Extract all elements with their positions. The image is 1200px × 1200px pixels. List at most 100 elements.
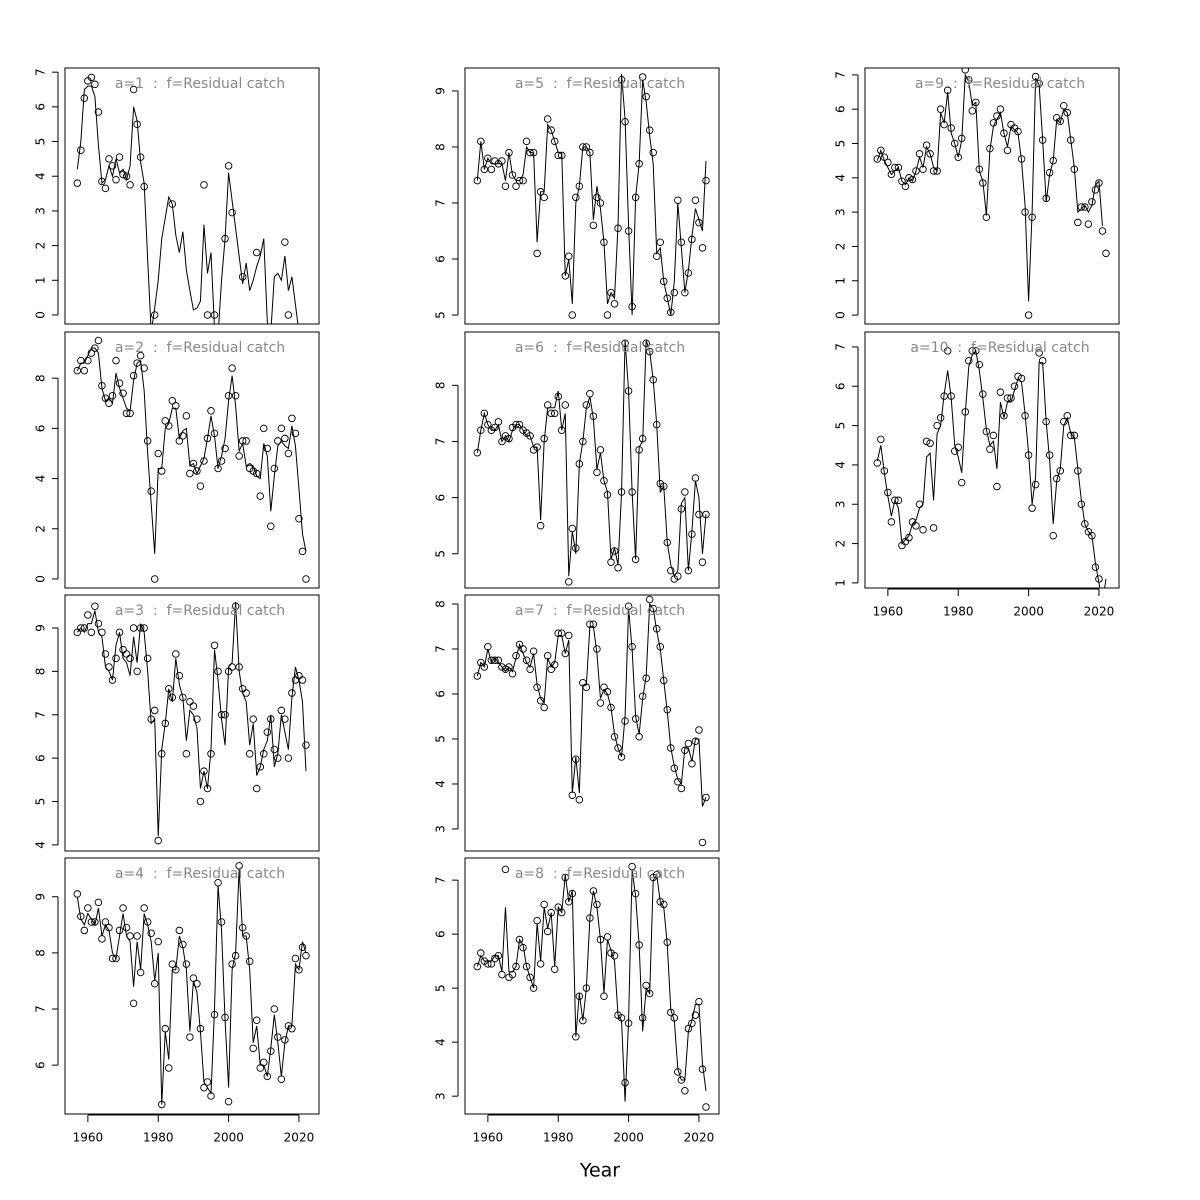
observed-point	[94, 898, 103, 907]
observed-point	[684, 739, 693, 748]
fitted-line	[876, 72, 1103, 302]
plot-area	[73, 601, 310, 845]
y-tick-label: 8	[34, 668, 48, 676]
observed-point	[1081, 203, 1089, 211]
panel: 3 4 5 6 7 8 a=7 : f=Residual catch	[434, 594, 720, 852]
observed-point	[663, 294, 672, 302]
observed-point	[126, 654, 134, 663]
observed-point	[961, 68, 970, 74]
observed-point	[288, 414, 296, 423]
panel: 5 6 7 8 a=6 : f=Residual catch	[434, 331, 720, 589]
panel-title: a=9 : f=Residual catch	[915, 76, 1085, 92]
y-tick-label: 0	[34, 575, 48, 583]
panel-frame	[64, 67, 320, 325]
observed-point	[252, 784, 261, 793]
observed-point	[260, 424, 268, 433]
panel-frame	[864, 331, 1120, 589]
observed-point	[193, 715, 201, 723]
observed-point	[87, 628, 96, 637]
observed-point	[1028, 504, 1036, 512]
x-tick-label: 2020	[284, 1131, 315, 1145]
observed-point	[119, 389, 127, 397]
observed-point	[129, 85, 138, 94]
x-tick-label: 1980	[143, 1131, 174, 1145]
fitted-line	[876, 349, 1107, 588]
y-tick-label: 7	[834, 71, 848, 79]
y-tick-label: 7	[434, 876, 448, 884]
observed-point	[136, 351, 145, 360]
y-tick-label: 8	[434, 143, 448, 151]
observed-point	[252, 248, 261, 257]
observed-point	[161, 417, 170, 425]
observed-point	[508, 171, 517, 179]
panel: 6 7 8 9 1960 1980 2000 2020 a=4 : f=Residual cat…	[34, 857, 320, 1145]
observed-point	[926, 150, 934, 158]
y-tick-label: 7	[834, 343, 848, 351]
observed-point	[1049, 531, 1057, 540]
observed-point	[610, 300, 619, 308]
observed-point	[182, 750, 191, 758]
observed-point	[536, 521, 545, 530]
plot-area	[73, 862, 310, 1109]
x-tick-label: 1960	[473, 1131, 504, 1145]
observed-point	[168, 960, 177, 968]
observed-point	[667, 566, 675, 575]
observed-point	[968, 107, 977, 115]
observed-point	[281, 434, 289, 443]
observed-point	[235, 452, 243, 460]
observed-point	[919, 526, 927, 534]
y-tick-label: 0	[34, 311, 48, 319]
observed-point	[621, 1078, 629, 1087]
observed-point	[154, 937, 162, 946]
panel-frame	[64, 594, 320, 852]
observed-point	[972, 347, 980, 355]
observed-point	[1000, 129, 1008, 137]
observed-point	[101, 650, 110, 658]
observed-point	[242, 437, 250, 445]
observed-point	[228, 364, 236, 372]
observed-point	[954, 153, 962, 161]
y-tick-label: 1	[834, 579, 848, 587]
panel-title: a=10 : f=Residual catch	[910, 340, 1089, 356]
observed-point	[614, 744, 622, 752]
observed-point	[302, 575, 310, 583]
observed-point	[996, 388, 1005, 396]
observed-point	[94, 619, 103, 628]
fitted-line	[76, 868, 307, 1105]
observed-point	[1035, 349, 1043, 357]
observed-point	[702, 793, 710, 802]
y-tick-label: 2	[834, 540, 848, 548]
observed-point	[1003, 394, 1012, 402]
y-tick-label: 4	[434, 780, 448, 788]
x-tick-label: 2020	[1084, 605, 1115, 619]
observed-point	[291, 954, 300, 963]
observed-point	[877, 435, 885, 444]
plot-area	[473, 862, 710, 1111]
x-tick-label: 2000	[213, 1131, 244, 1145]
observed-point	[965, 356, 973, 365]
y-tick-label: 1	[834, 277, 848, 285]
observed-point	[487, 165, 496, 174]
observed-point	[905, 174, 913, 182]
observed-point	[540, 703, 548, 712]
observed-point	[596, 699, 605, 707]
observed-point	[101, 184, 110, 193]
observed-point	[656, 238, 664, 246]
y-tick-label: 4	[834, 461, 848, 469]
observed-point	[150, 706, 159, 715]
observed-point	[186, 1033, 194, 1041]
observed-point	[898, 177, 906, 185]
observed-point	[533, 249, 541, 258]
y-tick-label: 9	[34, 893, 48, 901]
y-tick-label: 5	[834, 140, 848, 148]
observed-point	[249, 1044, 257, 1053]
observed-point	[993, 482, 1001, 491]
observed-point	[77, 146, 85, 154]
observed-point	[681, 488, 689, 496]
observed-point	[112, 356, 120, 365]
observed-point	[501, 865, 510, 874]
observed-point	[473, 448, 482, 457]
plot-area	[873, 347, 1107, 588]
y-tick-label: 7	[34, 711, 48, 719]
y-tick-label: 4	[34, 475, 48, 483]
